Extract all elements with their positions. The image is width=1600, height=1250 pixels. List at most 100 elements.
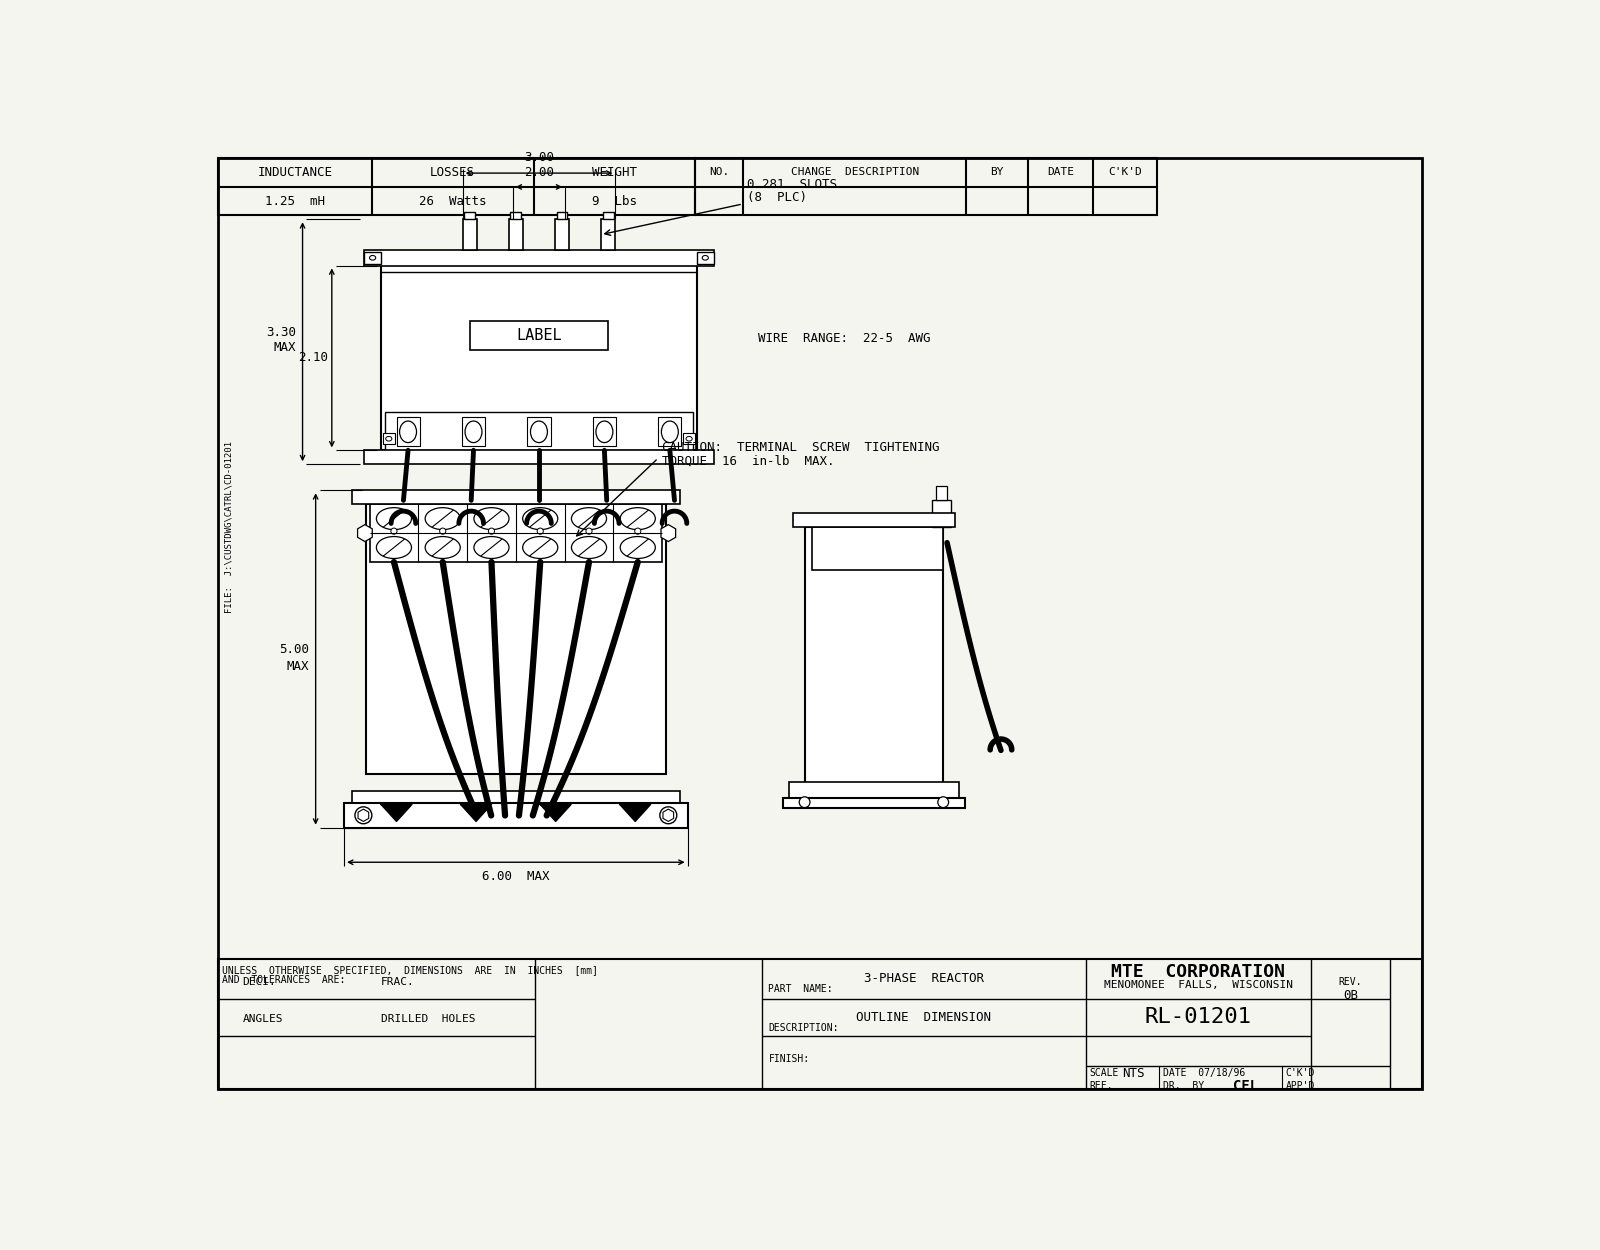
Text: 0.281  SLOTS: 0.281 SLOTS xyxy=(747,179,837,191)
Bar xyxy=(382,434,395,444)
Circle shape xyxy=(938,796,949,808)
Text: 2.00: 2.00 xyxy=(523,166,554,179)
Text: 2.10: 2.10 xyxy=(298,351,328,365)
Circle shape xyxy=(538,528,544,534)
Text: MTE  CORPORATION: MTE CORPORATION xyxy=(1112,964,1285,981)
Bar xyxy=(381,265,698,450)
Bar xyxy=(794,514,955,528)
Ellipse shape xyxy=(702,255,709,260)
Text: DECI.: DECI. xyxy=(243,978,277,988)
Text: C'K'D: C'K'D xyxy=(1109,168,1142,177)
Ellipse shape xyxy=(571,508,606,530)
Text: MAX: MAX xyxy=(286,660,309,674)
Ellipse shape xyxy=(474,508,509,530)
Bar xyxy=(464,211,475,219)
Bar xyxy=(931,500,950,528)
Text: CHANGE  DESCRIPTION: CHANGE DESCRIPTION xyxy=(790,168,918,177)
Text: 26  Watts: 26 Watts xyxy=(419,195,486,208)
Bar xyxy=(218,959,1422,1090)
Circle shape xyxy=(635,528,642,534)
Text: 5.00: 5.00 xyxy=(280,644,309,656)
Circle shape xyxy=(440,528,446,534)
Ellipse shape xyxy=(686,436,693,441)
Text: 3.30: 3.30 xyxy=(266,326,296,339)
Ellipse shape xyxy=(659,806,677,824)
Bar xyxy=(683,434,696,444)
Text: PART  NAME:: PART NAME: xyxy=(768,984,834,994)
Text: LABEL: LABEL xyxy=(517,329,562,344)
Text: CEL: CEL xyxy=(1234,1079,1259,1092)
Ellipse shape xyxy=(523,536,558,559)
Text: MENOMONEE  FALLS,  WISCONSIN: MENOMONEE FALLS, WISCONSIN xyxy=(1104,980,1293,990)
Text: BY: BY xyxy=(990,168,1003,177)
Ellipse shape xyxy=(426,508,461,530)
Bar xyxy=(658,418,682,446)
Bar xyxy=(594,418,616,446)
Text: FINISH:: FINISH: xyxy=(768,1054,810,1064)
Text: AND  TOLERANCES  ARE:: AND TOLERANCES ARE: xyxy=(222,975,346,985)
Circle shape xyxy=(390,528,397,534)
Text: CAUTION:  TERMINAL  SCREW  TIGHTENING: CAUTION: TERMINAL SCREW TIGHTENING xyxy=(662,441,939,454)
Text: DATE  07/18/96: DATE 07/18/96 xyxy=(1163,1069,1245,1079)
Text: WEIGHT: WEIGHT xyxy=(592,166,637,179)
Bar xyxy=(462,418,485,446)
Bar xyxy=(352,490,680,504)
Text: INDUCTANCE: INDUCTANCE xyxy=(258,166,333,179)
Text: 1.25  mH: 1.25 mH xyxy=(266,195,325,208)
Bar xyxy=(698,251,714,264)
Bar xyxy=(365,250,714,265)
Text: 3-PHASE  REACTOR: 3-PHASE REACTOR xyxy=(864,972,984,985)
Text: C'K'D: C'K'D xyxy=(1286,1069,1315,1079)
Bar xyxy=(370,504,662,562)
Ellipse shape xyxy=(355,806,371,824)
Ellipse shape xyxy=(376,536,411,559)
Text: UNLESS  OTHERWISE  SPECIFIED,  DIMENSIONS  ARE  IN  INCHES  [mm]: UNLESS OTHERWISE SPECIFIED, DIMENSIONS A… xyxy=(222,965,598,975)
Bar xyxy=(366,504,666,774)
Bar xyxy=(696,158,1157,215)
Text: WIRE  RANGE:  22-5  AWG: WIRE RANGE: 22-5 AWG xyxy=(758,332,931,345)
Text: NTS: NTS xyxy=(1123,1066,1146,1080)
Text: REV.: REV. xyxy=(1339,976,1362,986)
Text: NO.: NO. xyxy=(709,168,730,177)
Ellipse shape xyxy=(400,421,416,442)
Text: ANGLES: ANGLES xyxy=(243,1014,283,1024)
Text: 9  Lbs: 9 Lbs xyxy=(592,195,637,208)
Bar xyxy=(805,528,944,785)
Ellipse shape xyxy=(474,536,509,559)
Text: REF.: REF. xyxy=(1090,1080,1114,1090)
Text: MAX: MAX xyxy=(274,341,296,355)
Ellipse shape xyxy=(661,421,678,442)
Text: LOSSES: LOSSES xyxy=(430,166,475,179)
Bar xyxy=(936,486,947,500)
Bar xyxy=(782,798,965,809)
Text: (8  PLC): (8 PLC) xyxy=(747,191,806,204)
Ellipse shape xyxy=(523,508,558,530)
Text: RL-01201: RL-01201 xyxy=(1146,1008,1251,1028)
Ellipse shape xyxy=(621,508,656,530)
Polygon shape xyxy=(619,805,651,821)
Text: DRILLED  HOLES: DRILLED HOLES xyxy=(381,1014,475,1024)
Ellipse shape xyxy=(386,436,392,441)
Bar xyxy=(462,219,477,250)
Bar xyxy=(557,211,568,219)
Bar xyxy=(789,782,958,799)
Bar xyxy=(602,219,614,250)
Ellipse shape xyxy=(466,421,482,442)
Bar xyxy=(555,219,570,250)
Bar xyxy=(397,418,419,446)
Ellipse shape xyxy=(595,421,613,442)
Bar xyxy=(528,418,550,446)
Ellipse shape xyxy=(426,536,461,559)
Ellipse shape xyxy=(531,421,547,442)
Text: OUTLINE  DIMENSION: OUTLINE DIMENSION xyxy=(856,1010,992,1024)
Text: SCALE: SCALE xyxy=(1090,1069,1118,1079)
Text: DR.  BY: DR. BY xyxy=(1163,1080,1203,1090)
Text: APP'D: APP'D xyxy=(1286,1080,1315,1090)
Bar xyxy=(386,411,693,450)
Circle shape xyxy=(800,796,810,808)
Ellipse shape xyxy=(621,536,656,559)
Circle shape xyxy=(586,528,592,534)
Text: 6.00  MAX: 6.00 MAX xyxy=(482,870,550,882)
Circle shape xyxy=(488,528,494,534)
Bar xyxy=(509,219,523,250)
